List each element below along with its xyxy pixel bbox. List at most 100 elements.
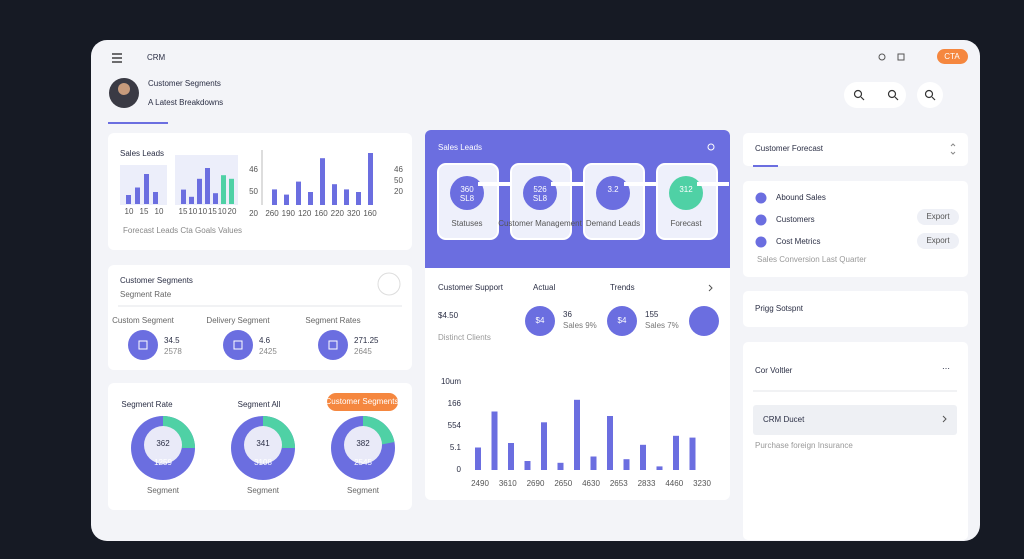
label: 2690 xyxy=(527,479,545,488)
label: Segment xyxy=(147,486,180,495)
bar xyxy=(689,437,696,470)
chevron[interactable] xyxy=(942,415,947,423)
search-icons xyxy=(853,89,936,101)
bar xyxy=(557,462,564,470)
bar xyxy=(356,192,361,205)
label: Sales 7% xyxy=(645,321,679,330)
bar xyxy=(491,411,498,470)
label: SL8 xyxy=(533,194,548,203)
menu-icon[interactable] xyxy=(112,53,122,63)
bar xyxy=(284,194,289,205)
bar xyxy=(368,153,373,205)
tab[interactable]: Actual xyxy=(533,283,555,292)
segments-button[interactable] xyxy=(327,393,398,411)
label: 2425 xyxy=(259,347,277,356)
label: 46 xyxy=(249,165,258,174)
label: 46 xyxy=(394,165,403,174)
dropdown[interactable] xyxy=(950,143,956,155)
label: 2578 xyxy=(164,347,182,356)
donut-hole xyxy=(244,426,282,464)
bar xyxy=(344,189,349,205)
export-button[interactable] xyxy=(917,233,959,249)
label: 271.25 xyxy=(354,336,379,345)
label: 15 xyxy=(208,207,217,216)
more: ⋯ xyxy=(942,364,950,373)
search-button[interactable] xyxy=(917,82,943,108)
tile-bar xyxy=(478,182,510,186)
icon-glyph xyxy=(328,340,338,350)
tab-underline xyxy=(108,122,168,124)
bar xyxy=(607,416,613,470)
page-subtitle: A Latest Breakdowns xyxy=(148,98,223,107)
label: 10 xyxy=(125,207,134,216)
label: $4 xyxy=(618,316,627,325)
label: 166 xyxy=(448,399,462,408)
label: 360 xyxy=(460,185,474,194)
label: 10um xyxy=(441,377,461,386)
bar xyxy=(656,466,663,470)
label: 341 xyxy=(256,439,270,448)
label: 190 xyxy=(282,209,296,218)
tile-bar xyxy=(551,182,583,186)
bar xyxy=(181,189,186,204)
label: 20 xyxy=(249,209,258,218)
label: Demand Leads xyxy=(586,219,640,228)
label: 10 xyxy=(198,207,207,216)
label: 10 xyxy=(188,207,197,216)
bar xyxy=(189,196,194,204)
label: 4.6 xyxy=(259,336,271,345)
label: 0 xyxy=(457,465,462,474)
bar xyxy=(126,195,131,204)
list-item[interactable] xyxy=(753,405,957,435)
label: 4630 xyxy=(582,479,600,488)
label: 160 xyxy=(363,209,377,218)
label: 2650 xyxy=(554,479,572,488)
label: Statuses xyxy=(451,219,482,228)
icon-glyph xyxy=(138,340,148,350)
label: 34.5 xyxy=(164,336,180,345)
label: 36 xyxy=(563,310,572,319)
button-label: Customer Segments xyxy=(326,397,399,406)
card-title: Customer Segments xyxy=(120,276,193,285)
segment-icon xyxy=(128,330,158,360)
bar xyxy=(135,187,140,204)
card-title: Sales Leads xyxy=(438,143,482,152)
cta-button[interactable] xyxy=(937,49,968,64)
bar xyxy=(272,189,277,205)
segments-toggle[interactable] xyxy=(377,272,401,296)
label: 3230 xyxy=(693,479,711,488)
icon-bell[interactable] xyxy=(878,53,886,61)
label: 554 xyxy=(448,421,462,430)
icon-glyph xyxy=(233,340,243,350)
card-subtitle: Segment Rate xyxy=(120,290,172,299)
stat-icon xyxy=(607,306,637,336)
label: Customers xyxy=(776,215,815,224)
bar xyxy=(308,192,313,205)
card-title: Sales Leads xyxy=(120,149,164,158)
section-title: Customer Support xyxy=(438,283,504,292)
label: 4460 xyxy=(665,479,683,488)
bar xyxy=(541,422,547,470)
tile-circle xyxy=(450,176,484,210)
card-forecast xyxy=(743,133,968,166)
icon-box[interactable] xyxy=(897,53,905,61)
label: 10 xyxy=(155,207,164,216)
caption: Sales Conversion Last Quarter xyxy=(757,255,867,264)
tab[interactable]: Trends xyxy=(610,283,635,292)
bar xyxy=(332,184,337,205)
chevron[interactable] xyxy=(708,284,713,292)
bar xyxy=(205,168,210,204)
label: 220 xyxy=(331,209,345,218)
donut-hole xyxy=(144,426,182,464)
middle-search[interactable] xyxy=(707,143,715,151)
label: 50 xyxy=(249,187,258,196)
label: 20 xyxy=(394,187,403,196)
bar xyxy=(574,399,580,470)
card-title: Cor Voltler xyxy=(755,366,793,375)
page-title: Customer Segments xyxy=(148,79,221,88)
search-group[interactable] xyxy=(844,82,906,108)
export-button[interactable] xyxy=(917,209,959,225)
list-dot xyxy=(755,236,767,248)
middle-header xyxy=(425,130,730,268)
